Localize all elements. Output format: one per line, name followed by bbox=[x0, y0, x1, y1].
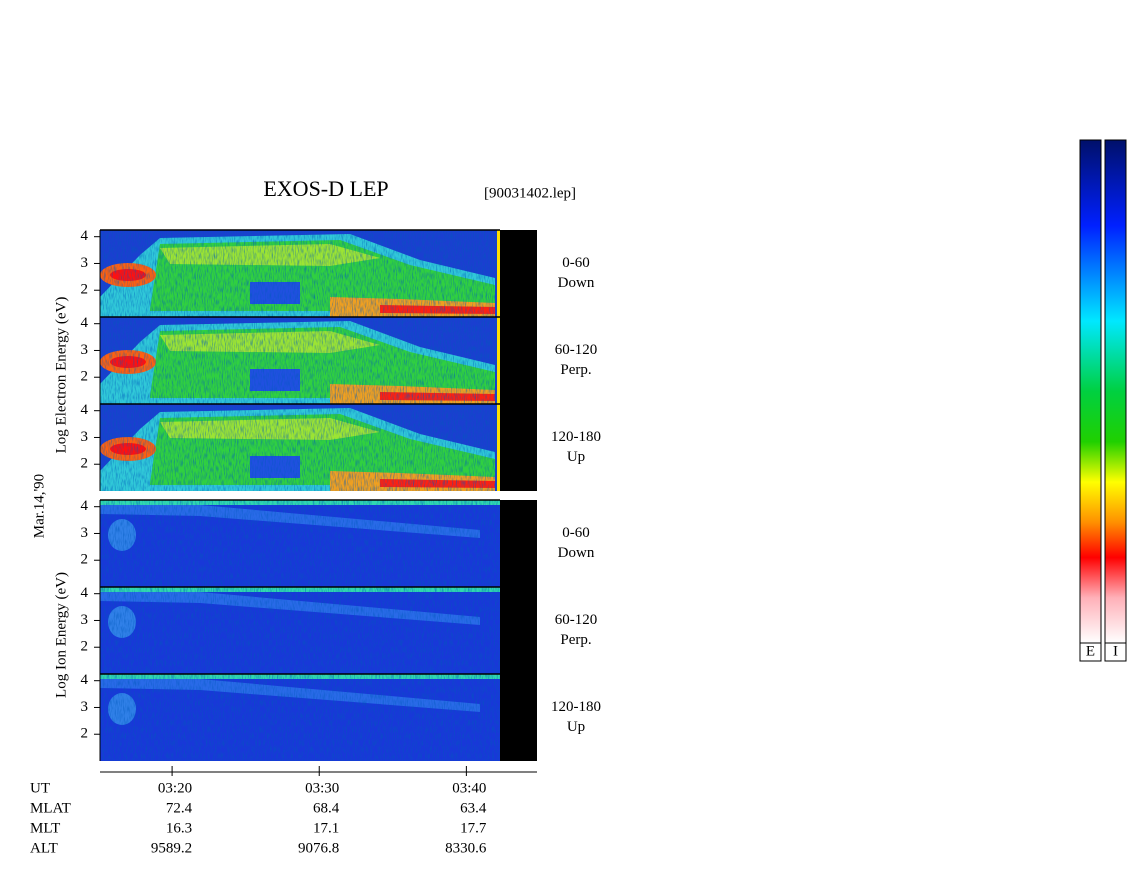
spectrogram-panel bbox=[100, 404, 500, 491]
chart-title: EXOS-D LEP bbox=[263, 176, 388, 201]
panel-direction: Up bbox=[567, 719, 585, 735]
y-tick-label: 2 bbox=[81, 456, 89, 472]
ephemeris-name: ALT bbox=[30, 840, 58, 856]
y-axis-label: Log Ion Energy (eV) bbox=[53, 572, 69, 698]
date-label: Mar.14,'90 bbox=[31, 474, 47, 538]
panel-angle: 60-120 bbox=[555, 612, 598, 628]
colorbar bbox=[1104, 139, 1127, 644]
y-tick-label: 4 bbox=[81, 498, 89, 514]
ephemeris-value: 63.4 bbox=[460, 800, 487, 816]
panel-direction: Up bbox=[567, 449, 585, 465]
spectrogram-panel bbox=[100, 317, 500, 404]
spectrum-edge bbox=[497, 230, 500, 317]
ephemeris-value: 68.4 bbox=[313, 800, 340, 816]
spectrum-noise bbox=[100, 317, 500, 404]
spectrum-noise bbox=[100, 587, 500, 674]
colorbar-label-box bbox=[1079, 642, 1102, 662]
spectrum-edge bbox=[497, 404, 500, 491]
file-label: [90031402.lep] bbox=[484, 185, 576, 201]
spectrum-noise bbox=[100, 404, 500, 491]
no-data bbox=[500, 500, 537, 761]
y-tick-label: 2 bbox=[81, 639, 89, 655]
y-tick-label: 3 bbox=[81, 699, 89, 715]
y-tick-label: 4 bbox=[81, 228, 89, 244]
y-tick-label: 2 bbox=[81, 369, 89, 385]
panel-direction: Down bbox=[558, 275, 595, 291]
y-tick-label: 3 bbox=[81, 342, 89, 358]
y-axis-label: Log Electron Energy (eV) bbox=[53, 297, 69, 454]
colorbar-label: I bbox=[1113, 643, 1118, 659]
no-data bbox=[500, 230, 537, 491]
y-tick-label: 3 bbox=[81, 612, 89, 628]
ephemeris-value: 72.4 bbox=[166, 800, 193, 816]
ephemeris-value: 8330.6 bbox=[445, 840, 487, 856]
spectrum-noise bbox=[100, 230, 500, 317]
y-tick-label: 2 bbox=[81, 726, 89, 742]
y-tick-label: 3 bbox=[81, 255, 89, 271]
ephemeris-value: 17.1 bbox=[313, 820, 339, 836]
panel-angle: 120-180 bbox=[551, 699, 601, 715]
x-axis-name: UT bbox=[30, 780, 50, 796]
x-tick-label: 03:40 bbox=[452, 780, 486, 796]
x-tick-label: 03:30 bbox=[305, 780, 339, 796]
spectrogram-panel bbox=[100, 587, 500, 674]
ephemeris-value: 16.3 bbox=[166, 820, 192, 836]
ephemeris-value: 9076.8 bbox=[298, 840, 339, 856]
panel-angle: 0-60 bbox=[562, 255, 590, 271]
colorbar-label: E bbox=[1086, 643, 1095, 659]
y-tick-label: 2 bbox=[81, 282, 89, 298]
panel-angle: 0-60 bbox=[562, 525, 590, 541]
colorbar-label-box bbox=[1104, 642, 1127, 662]
spectrogram-panel bbox=[100, 500, 500, 587]
ephemeris-name: MLT bbox=[30, 820, 60, 836]
y-tick-label: 4 bbox=[81, 315, 89, 331]
spectrum-noise bbox=[100, 674, 500, 761]
ephemeris-name: MLAT bbox=[30, 800, 71, 816]
panel-direction: Perp. bbox=[560, 632, 591, 648]
y-tick-label: 3 bbox=[81, 429, 89, 445]
ephemeris-value: 9589.2 bbox=[151, 840, 192, 856]
y-tick-label: 3 bbox=[81, 525, 89, 541]
panel-angle: 60-120 bbox=[555, 342, 598, 358]
spectrogram-panel bbox=[100, 230, 500, 317]
panel-direction: Perp. bbox=[560, 362, 591, 378]
panel-angle: 120-180 bbox=[551, 429, 601, 445]
panel-direction: Down bbox=[558, 545, 595, 561]
y-tick-label: 2 bbox=[81, 552, 89, 568]
y-tick-label: 4 bbox=[81, 672, 89, 688]
spectrum-noise bbox=[100, 500, 500, 587]
ephemeris-value: 17.7 bbox=[460, 820, 487, 836]
y-tick-label: 4 bbox=[81, 585, 89, 601]
spectrogram-panel bbox=[100, 674, 500, 761]
x-tick-label: 03:20 bbox=[158, 780, 192, 796]
colorbar bbox=[1079, 139, 1102, 644]
spectrum-edge bbox=[497, 317, 500, 404]
y-tick-label: 4 bbox=[81, 402, 89, 418]
